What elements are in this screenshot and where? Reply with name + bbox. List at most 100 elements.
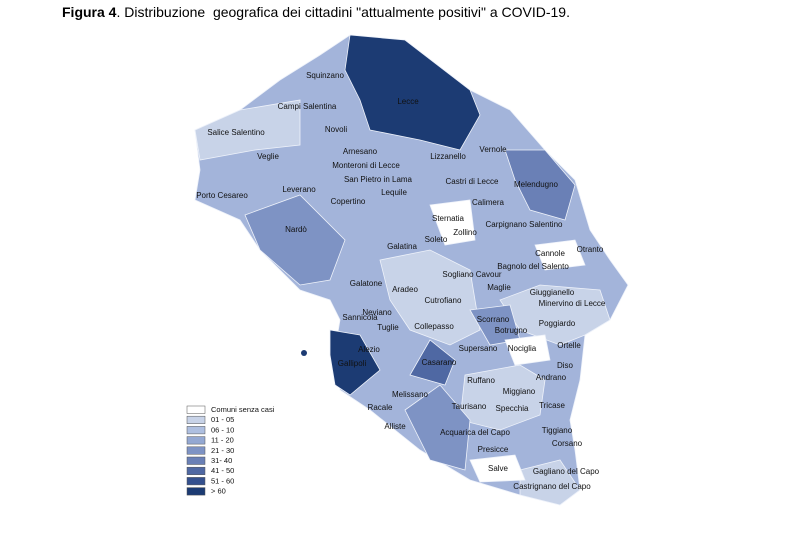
- place-label: Leverano: [282, 185, 316, 194]
- legend-swatch: [186, 487, 206, 496]
- place-label: Gagliano del Capo: [533, 467, 600, 476]
- place-label: Alliste: [384, 422, 406, 431]
- place-label: Nardò: [285, 225, 307, 234]
- region-mid: [404, 384, 471, 471]
- place-label: Collepasso: [414, 322, 454, 331]
- region-dark: [329, 329, 381, 396]
- place-label: Bagnolo del Salento: [497, 262, 569, 271]
- region-mid: [244, 194, 346, 286]
- place-label: Castri di Lecce: [446, 177, 499, 186]
- legend-label: 01 - 05: [211, 415, 234, 424]
- region-light: [379, 249, 481, 346]
- place-label: Poggiardo: [539, 319, 576, 328]
- place-label: Specchia: [496, 404, 529, 413]
- legend-swatch: [186, 466, 206, 475]
- legend-label: 41 - 50: [211, 466, 234, 475]
- legend-label: 06 - 10: [211, 425, 234, 434]
- region-light: [499, 284, 611, 346]
- region-empty: [429, 199, 476, 246]
- place-label: Racale: [368, 403, 393, 412]
- place-label: Lizzanello: [430, 152, 466, 161]
- place-label: Cannole: [535, 249, 565, 258]
- place-label: San Pietro in Lama: [344, 175, 413, 184]
- legend-swatch: [186, 446, 206, 455]
- legend-label: Comuni senza casi: [211, 405, 275, 414]
- place-label: Giuggianello: [530, 288, 575, 297]
- island: [301, 350, 307, 356]
- place-label: Cutrofiano: [425, 296, 462, 305]
- legend-label: > 60: [211, 487, 226, 496]
- place-label: Casarano: [422, 358, 457, 367]
- region-empty: [504, 334, 551, 366]
- place-label: Sogliano Cavour: [442, 270, 501, 279]
- place-label: Nociglia: [508, 344, 537, 353]
- place-label: Andrano: [536, 373, 567, 382]
- legend-swatch: [186, 436, 206, 445]
- region-empty: [469, 454, 526, 483]
- place-label: Minervino di Lecce: [539, 299, 606, 308]
- place-label: Aradeo: [392, 285, 418, 294]
- place-label: Presicce: [478, 445, 509, 454]
- place-label: Zollino: [453, 228, 477, 237]
- place-label: Salice Salentino: [207, 128, 265, 137]
- place-label: Campi Salentina: [278, 102, 337, 111]
- place-label: Neviano: [362, 308, 392, 317]
- place-label: Sternatia: [432, 214, 465, 223]
- place-label: Maglie: [487, 283, 511, 292]
- place-label: Ortelle: [557, 341, 581, 350]
- place-label: Taurisano: [452, 402, 487, 411]
- place-label: Melissano: [392, 390, 429, 399]
- legend-label: 21 - 30: [211, 446, 234, 455]
- place-label: Alezio: [358, 345, 380, 354]
- place-label: Scorrano: [477, 315, 510, 324]
- place-label: Corsano: [552, 439, 583, 448]
- legend-swatch: [186, 415, 206, 424]
- region-light: [519, 459, 581, 506]
- figure-caption: . Distribuzione geografica dei cittadini…: [116, 4, 570, 20]
- place-label: Ruffano: [467, 376, 495, 385]
- place-label: Copertino: [331, 197, 366, 206]
- legend-swatch: [186, 426, 206, 435]
- legend-label: 51 - 60: [211, 476, 234, 485]
- legend-swatch: [186, 477, 206, 486]
- legend-label: 31- 40: [211, 456, 232, 465]
- place-label: Botrugno: [495, 326, 528, 335]
- place-label: Novoli: [325, 125, 347, 134]
- place-label: Miggiano: [503, 387, 536, 396]
- place-label: Gallipoli: [338, 359, 367, 368]
- place-label: Arnesano: [343, 147, 378, 156]
- place-label: Porto Cesareo: [196, 191, 248, 200]
- place-label: Carpignano Salentino: [486, 220, 563, 229]
- place-label: Acquarica del Capo: [440, 428, 510, 437]
- place-label: Galatone: [350, 279, 383, 288]
- place-label: Veglie: [257, 152, 279, 161]
- legend-swatch: [186, 405, 206, 414]
- region-empty: [534, 239, 586, 271]
- place-label: Calimera: [472, 198, 505, 207]
- place-labels: Squinzano Lecce Campi Salentina Salice Sale…: [196, 71, 606, 491]
- figure-title: Figura 4. Distribuzione geografica dei c…: [62, 4, 570, 20]
- figure-label: Figura 4: [62, 4, 117, 20]
- place-label: Monteroni di Lecce: [332, 161, 400, 170]
- place-label: Otranto: [577, 245, 604, 254]
- place-label: Sannicola: [342, 313, 378, 322]
- place-label: Lecce: [397, 97, 419, 106]
- place-label: Castrignano del Capo: [513, 482, 591, 491]
- place-label: Squinzano: [306, 71, 344, 80]
- place-label: Lequile: [381, 188, 407, 197]
- place-label: Soleto: [425, 235, 448, 244]
- place-label: Diso: [557, 361, 574, 370]
- place-label: Galatina: [387, 242, 417, 251]
- region-mid: [409, 339, 456, 386]
- regions: [194, 34, 629, 506]
- place-label: Tricase: [539, 401, 565, 410]
- region-light: [194, 99, 301, 161]
- place-label: Supersano: [459, 344, 498, 353]
- region-dark: [344, 34, 481, 151]
- place-label: Vernole: [479, 145, 507, 154]
- place-label: Melendugno: [514, 180, 559, 189]
- place-label: Salve: [488, 464, 509, 473]
